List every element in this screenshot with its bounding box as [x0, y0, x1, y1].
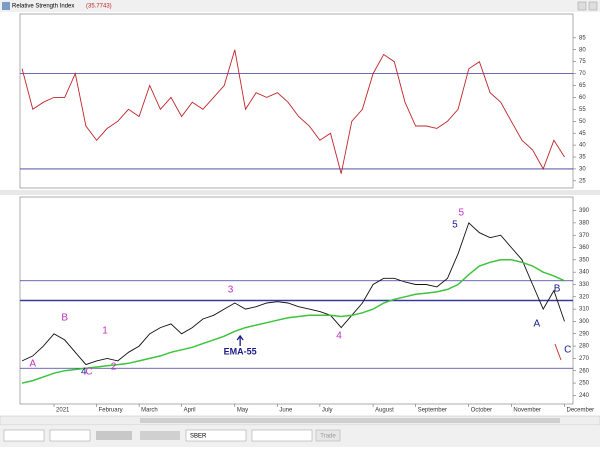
series-line [21, 259, 565, 384]
x-tick-label: November [513, 408, 541, 414]
title-bar [0, 0, 600, 12]
period-select[interactable] [251, 429, 313, 442]
x-tick-label: September [418, 408, 447, 414]
wave-label: 1 [102, 326, 108, 337]
series-line [21, 49, 565, 174]
x-tick-label: March [141, 408, 158, 414]
x-tick-label: June [279, 408, 293, 414]
y-tick-label: 390 [579, 208, 590, 214]
palette-buttons[interactable] [96, 431, 132, 440]
y-tick-label: 50 [579, 119, 586, 125]
y-tick-label: 340 [579, 270, 590, 276]
y-tick-label: 330 [579, 282, 590, 288]
y-tick-label: 55 [579, 107, 586, 113]
x-tick-label: December [566, 408, 594, 414]
y-tick-label: 40 [579, 143, 586, 149]
wave-label: 5 [459, 208, 465, 219]
window-title: Relative Strength Index [12, 4, 74, 10]
y-tick-label: 30 [579, 167, 586, 173]
y-tick-label: 240 [579, 393, 590, 399]
x-tick-label: April [184, 408, 196, 414]
wave-label: B [61, 313, 68, 324]
trade-button[interactable] [315, 429, 341, 442]
symbol-box[interactable] [185, 429, 247, 442]
pane-splitter [0, 190, 600, 195]
rsi-pane [19, 13, 574, 189]
y-tick-label: 370 [579, 233, 590, 239]
y-tick-label: 85 [579, 35, 586, 41]
trade-label: Trade [320, 434, 336, 440]
wave-label: C [86, 367, 93, 378]
y-tick-label: 75 [579, 59, 586, 65]
minimize-button[interactable] [577, 1, 587, 11]
scroll-thumb[interactable] [140, 418, 560, 423]
wave-label: 4 [81, 367, 87, 378]
app-icon [2, 2, 10, 10]
wave-label: C [564, 345, 571, 356]
wave-label: A [29, 359, 36, 370]
y-tick-label: 270 [579, 356, 590, 362]
y-tick-label: 35 [579, 155, 586, 161]
y-tick-label: 360 [579, 245, 590, 251]
y-tick-label: 280 [579, 344, 590, 350]
close-button[interactable] [588, 1, 598, 11]
x-tick-label: February [99, 408, 123, 414]
rsi-value: (35.7743) [86, 4, 112, 10]
wave-label: 4 [336, 331, 342, 342]
y-tick-label: 45 [579, 131, 586, 137]
tool-buttons[interactable] [140, 431, 180, 440]
x-tick-label: 2021 [56, 408, 70, 414]
y-tick-label: 70 [579, 71, 586, 77]
y-tick-label: 65 [579, 83, 586, 89]
wave-label: 5 [452, 220, 458, 231]
x-tick-label: May [237, 408, 248, 414]
y-tick-label: 380 [579, 220, 590, 226]
wave-label: 2 [111, 362, 117, 373]
y-tick-label: 290 [579, 331, 590, 337]
series-line [21, 222, 565, 366]
projection-line [554, 343, 562, 361]
y-tick-label: 310 [579, 307, 590, 313]
symbol: SBER [190, 434, 207, 440]
y-tick-label: 350 [579, 257, 590, 263]
x-tick-label: August [375, 408, 394, 414]
line-select[interactable] [49, 429, 91, 442]
wave-label: EMA-55 [224, 346, 257, 356]
wave-label: 3 [228, 285, 234, 296]
y-tick-label: 80 [579, 47, 586, 53]
wave-label: A [534, 319, 541, 330]
y-tick-label: 300 [579, 319, 590, 325]
x-tick-label: October [471, 408, 492, 414]
y-tick-label: 60 [579, 95, 586, 101]
y-tick-label: 260 [579, 368, 590, 374]
y-tick-label: 25 [579, 178, 586, 184]
wave-label: B [554, 284, 561, 295]
x-tick-label: July [322, 408, 333, 414]
ema-arrow [236, 334, 244, 346]
color-select[interactable] [3, 429, 45, 442]
y-tick-label: 320 [579, 294, 590, 300]
y-tick-label: 250 [579, 381, 590, 387]
